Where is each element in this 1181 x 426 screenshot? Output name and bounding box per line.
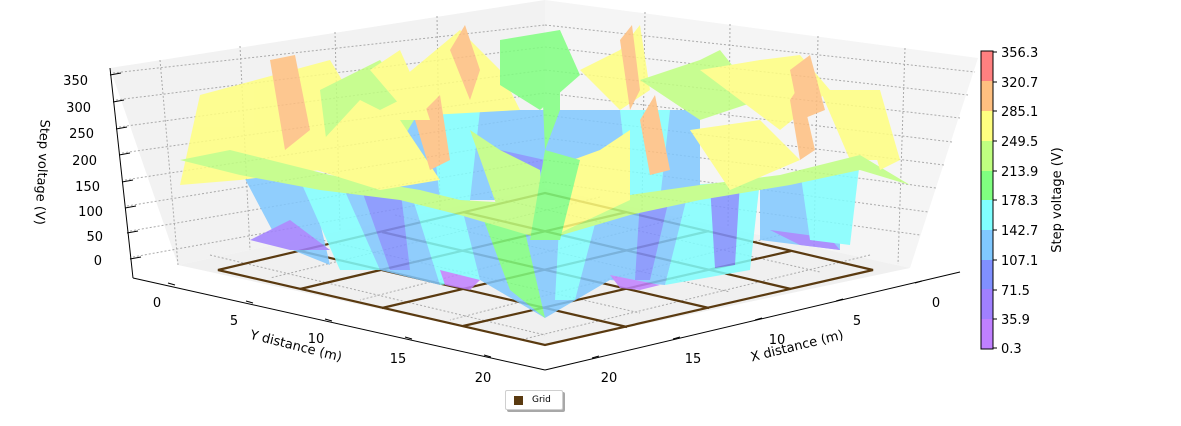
z-tick: 250 [69,127,94,142]
y-tick: 15 [390,352,407,367]
z-axis: 350 300 250 200 150 100 50 0 Step voltag… [31,67,142,279]
z-tick: 300 [66,101,91,116]
legend-swatch-grid [514,395,523,405]
z-tick: 200 [72,154,97,169]
colorbar-tick: 285.1 [1001,105,1038,120]
colorbar-tick: 213.9 [1001,165,1038,180]
y-tick: 5 [230,314,238,329]
colorbar-tick: 320.7 [1001,76,1038,91]
colorbar-tick: 107.1 [1001,254,1038,269]
colorbar: 356.3 320.7 285.1 249.5 213.9 178.3 142.… [980,46,1065,357]
y-axis-label: Y distance (m) [247,328,343,366]
z-tick: 0 [94,254,102,269]
x-tick: 15 [685,352,702,367]
colorbar-tick: 0.3 [1001,342,1022,357]
x-axis-label: X distance (m) [749,328,845,366]
x-tick: 5 [853,314,861,329]
colorbar-tick: 178.3 [1001,194,1038,209]
colorbar-tick: 356.3 [1001,46,1038,61]
legend: Grid [505,390,563,410]
z-tick: 150 [75,180,100,195]
x-tick: 0 [932,296,940,311]
y-tick: 10 [308,332,325,347]
z-tick: 100 [78,205,103,220]
step-voltage-surface [180,25,910,318]
z-tick: 50 [86,230,103,245]
y-tick: 0 [153,296,161,311]
x-tick: 10 [769,333,786,348]
z-axis-label: Step voltage (V) [31,119,52,225]
colorbar-tick: 71.5 [1001,284,1030,299]
x-tick: 20 [601,371,618,386]
colorbar-tick: 142.7 [1001,224,1038,239]
y-tick: 20 [475,371,492,386]
colorbar-tick: 249.5 [1001,135,1038,150]
colorbar-tick: 35.9 [1001,313,1030,328]
z-tick: 350 [63,74,88,89]
colorbar-label: Step voltage (V) [1050,147,1065,252]
legend-label-grid: Grid [532,395,551,405]
